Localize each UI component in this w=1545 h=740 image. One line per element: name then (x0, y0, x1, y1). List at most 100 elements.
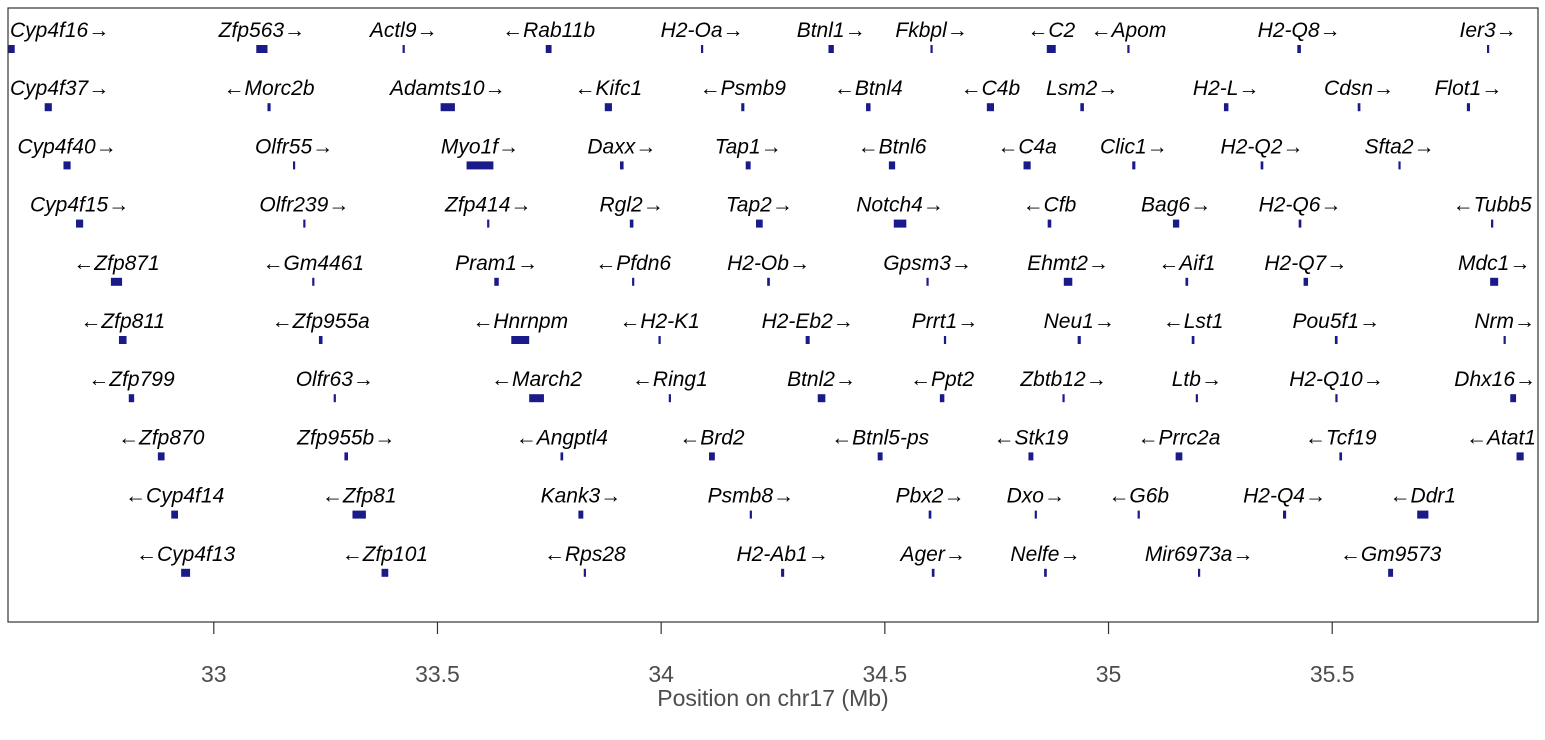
gene-btnl4: ←Btnl4 (834, 77, 903, 111)
gene-label: ←Hnrnpm (472, 310, 568, 333)
gene-pram1: Pram1→ (455, 252, 538, 286)
gene-zfp101: ←Zfp101 (342, 543, 428, 577)
gene-ddr1: ←Ddr1 (1390, 485, 1457, 519)
gene-gm9573: ←Gm9573 (1340, 543, 1442, 577)
gene-feature-bar (8, 45, 15, 53)
gene-label: H2-Q6→ (1259, 194, 1342, 217)
gene-olfr55: Olfr55→ (255, 135, 333, 169)
gene-label: Nelfe→ (1010, 543, 1080, 566)
x-tick-label: 33 (201, 661, 227, 687)
gene-label: Prrt1→ (912, 310, 979, 333)
gene-label: ←Zfp871 (73, 252, 159, 275)
gene-label: Zfp955b→ (296, 426, 395, 449)
gene-feature-bar (1173, 220, 1179, 228)
gene-feature-bar (1198, 569, 1200, 577)
x-axis-title: Position on chr17 (Mb) (657, 685, 888, 711)
gene-label: ←Brd2 (679, 426, 745, 449)
gene-march2: ←March2 (491, 368, 582, 402)
gene-tcf19: ←Tcf19 (1305, 426, 1377, 460)
gene-cyp4f13: ←Cyp4f13 (136, 543, 236, 577)
gene-feature-bar (1487, 45, 1489, 53)
gene-feature-bar (1504, 336, 1506, 344)
gene-label: Sfta2→ (1364, 135, 1434, 158)
gene-label: Psmb8→ (708, 485, 794, 508)
gene-label: H2-Q2→ (1221, 135, 1304, 158)
gene-feature-bar (382, 569, 389, 577)
gene-feature-bar (767, 278, 770, 286)
gene-h2-k1: ←H2-K1 (619, 310, 700, 344)
gene-feature-bar (818, 394, 826, 402)
gene-btnl1: Btnl1→ (797, 19, 866, 53)
gene-feature-bar (1035, 511, 1037, 519)
gene-label: ←Kifc1 (575, 77, 643, 100)
gene-feature-bar (344, 452, 348, 460)
gene-label: Zfp414→ (444, 194, 531, 217)
gene-h2-q6: H2-Q6→ (1259, 194, 1342, 228)
gene-feature-bar (293, 161, 295, 169)
gene-hnrnpm: ←Hnrnpm (472, 310, 568, 344)
gene-feature-bar (781, 569, 784, 577)
gene-pbx2: Pbx2→ (896, 485, 965, 519)
gene-label: Olfr63→ (296, 368, 374, 391)
gene-feature-bar (930, 45, 932, 53)
gene-label: H2-Q8→ (1258, 19, 1341, 42)
gene-sfta2: Sfta2→ (1364, 135, 1434, 169)
gene-feature-bar (256, 45, 267, 53)
gene-aif1: ←Aif1 (1158, 252, 1215, 286)
gene-mir6973a: Mir6973a→ (1145, 543, 1254, 577)
gene-label: ←C4a (997, 135, 1057, 158)
gene-label: Myo1f→ (441, 135, 519, 158)
gene-feature-bar (303, 220, 305, 228)
gene-label: ←Morc2b (224, 77, 315, 100)
gene-label: Cyp4f37→ (10, 77, 109, 100)
gene-g6b: ←G6b (1108, 485, 1169, 519)
gene-feature-bar (181, 569, 190, 577)
gene-label: ←Psmb9 (700, 77, 787, 100)
gene-zbtb12: Zbtb12→ (1019, 368, 1106, 402)
gene-h2-q7: H2-Q7→ (1264, 252, 1347, 286)
gene-label: Daxx→ (587, 135, 656, 158)
gene-label: Ier3→ (1460, 19, 1517, 42)
gene-feature-bar (1224, 103, 1228, 111)
gene-label: Tap2→ (726, 194, 793, 217)
gene-zfp870: ←Zfp870 (118, 426, 205, 460)
gene-cyp4f16: Cyp4f16→ (8, 19, 109, 53)
gene-feature-bar (1339, 452, 1342, 460)
gene-feature-bar (1417, 511, 1428, 519)
gene-label: Bag6→ (1141, 194, 1211, 217)
gene-cyp4f14: ←Cyp4f14 (125, 485, 224, 519)
gene-psmb9: ←Psmb9 (700, 77, 787, 111)
gene-feature-bar (1064, 278, 1073, 286)
gene-actl9: Actl9→ (368, 19, 438, 53)
gene-feature-bar (1283, 511, 1286, 519)
gene-feature-bar (1304, 278, 1308, 286)
gene-cyp4f37: Cyp4f37→ (10, 77, 109, 111)
gene-label: Olfr239→ (259, 194, 349, 217)
gene-feature-bar (1127, 45, 1129, 53)
gene-feature-bar (929, 511, 932, 519)
gene-ring1: ←Ring1 (632, 368, 708, 402)
gene-rab11b: ←Rab11b (502, 19, 595, 53)
gene-label: Mdc1→ (1458, 252, 1530, 275)
gene-label: ←Zfp955a (272, 310, 370, 333)
gene-zfp799: ←Zfp799 (88, 368, 175, 402)
gene-label: Pou5f1→ (1292, 310, 1380, 333)
gene-label: Tap1→ (715, 135, 782, 158)
x-axis: 33 33.5 34 34.5 35 35.5 (201, 622, 1355, 687)
gene-label: Nrm→ (1474, 310, 1535, 333)
gene-label: ←Prrc2a (1138, 426, 1221, 449)
gene-brd2: ←Brd2 (679, 426, 745, 460)
gene-label: Zbtb12→ (1019, 368, 1106, 391)
gene-feature-bar (529, 394, 544, 402)
gene-ehmt2: Ehmt2→ (1027, 252, 1109, 286)
gene-label: Flot1→ (1435, 77, 1503, 100)
gene-feature-bar (944, 336, 946, 344)
gene-label: H2-L→ (1193, 77, 1260, 100)
gene-feature-bar (940, 394, 944, 402)
gene-label: Gpsm3→ (883, 252, 972, 275)
gene-label: ←Aif1 (1158, 252, 1215, 275)
gene-psmb8: Psmb8→ (708, 485, 794, 519)
gene-label: Mir6973a→ (1145, 543, 1254, 566)
gene-feature-bar (158, 452, 165, 460)
